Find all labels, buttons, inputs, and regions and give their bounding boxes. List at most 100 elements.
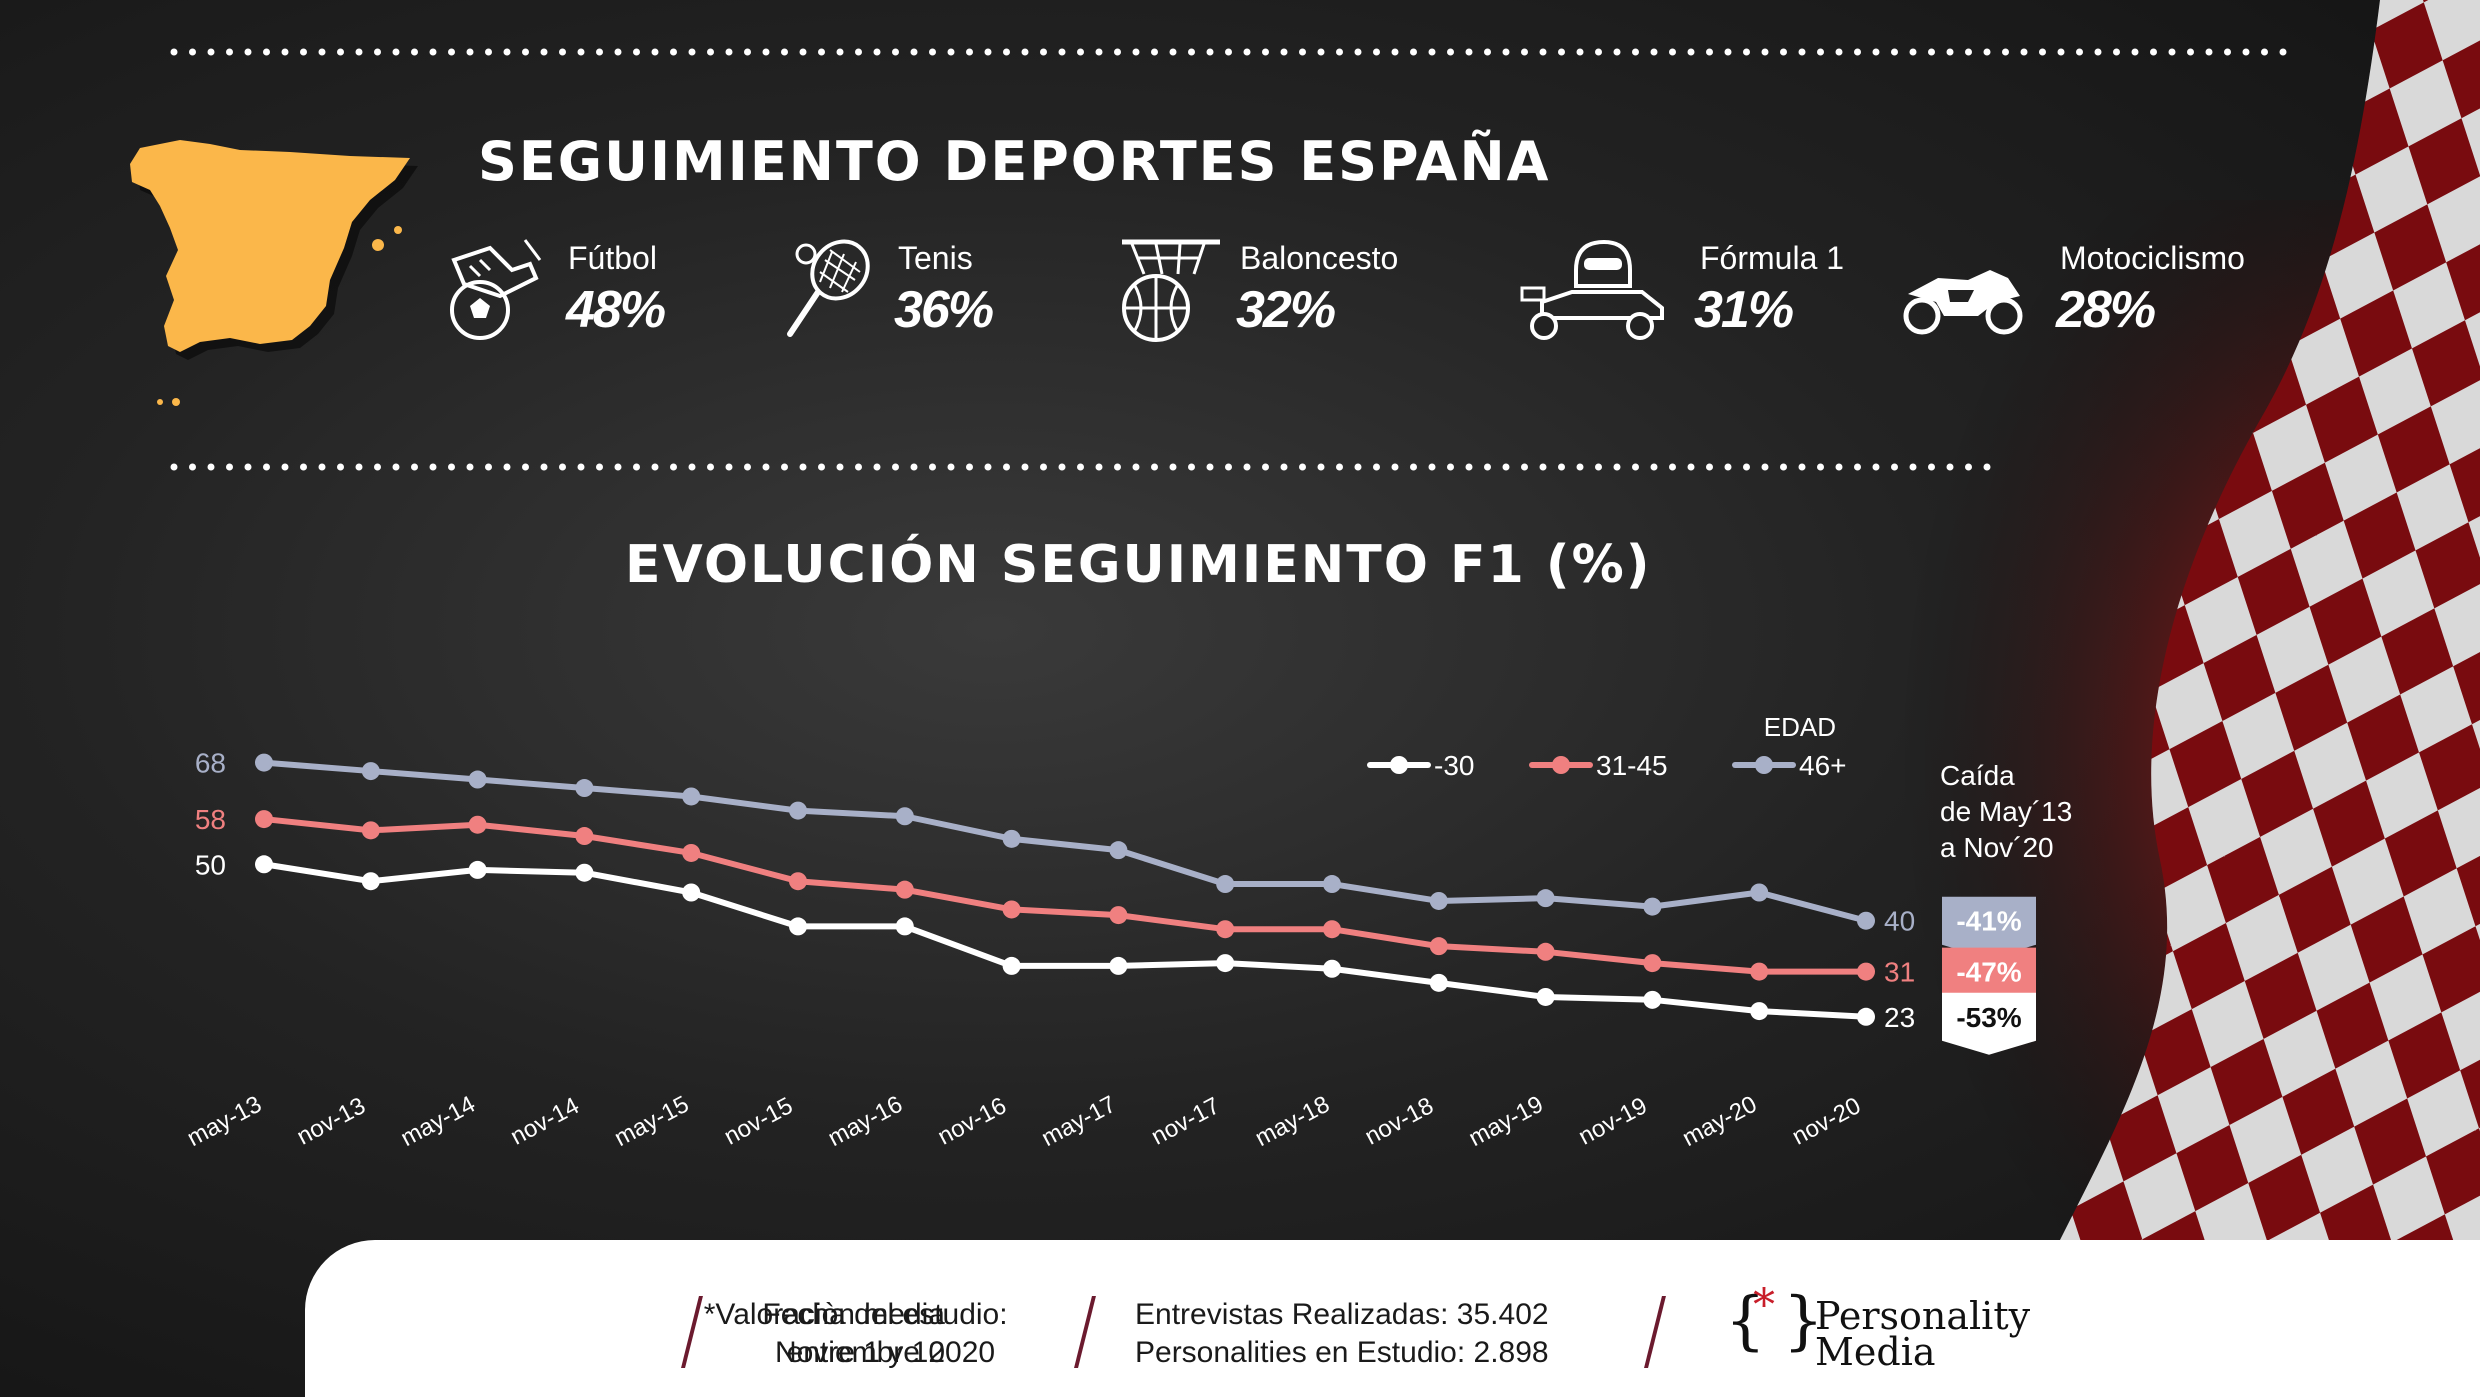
- data-point: [682, 843, 701, 862]
- footer-bar: *Valoraciòn media entre 1 y 10 Fecha del…: [305, 1240, 2480, 1397]
- footer-personalities: Personalities en Estudio: 2.898: [1135, 1336, 1549, 1369]
- logo-line2: Media: [1815, 1330, 1936, 1374]
- sport-name: Tenis: [898, 240, 973, 276]
- data-point: [1750, 1002, 1769, 1021]
- sport-percentage: 48%: [566, 281, 666, 339]
- x-tick-label: may-18: [1251, 1091, 1334, 1152]
- sport-percentage: 36%: [894, 281, 994, 339]
- sport-motociclismo: Motociclismo 28%: [1898, 230, 2278, 350]
- drop-badge-label: -47%: [1956, 957, 2021, 988]
- motorcycle-icon: [1903, 270, 2023, 335]
- sport-name: Baloncesto: [1240, 240, 1399, 276]
- x-tick-label: nov-19: [1574, 1092, 1651, 1150]
- spain-map-icon: [130, 140, 418, 406]
- sport-name: Fórmula 1: [1700, 240, 1845, 276]
- basketball-hoop-icon: [1122, 239, 1220, 342]
- logo-brace-left: {: [1725, 1284, 1766, 1358]
- x-tick-label: may-20: [1678, 1091, 1761, 1152]
- footer-date-line1: Fecha del estudio:: [762, 1298, 1008, 1331]
- x-tick-label: may-13: [183, 1091, 266, 1152]
- tennis-racket-icon: [787, 239, 870, 337]
- start-value-label: 58: [195, 804, 226, 835]
- data-point: [1002, 829, 1021, 848]
- sport-name: Motociclismo: [2060, 240, 2245, 276]
- x-tick-label: nov-16: [933, 1092, 1010, 1150]
- end-value-label: 23: [1884, 1002, 1915, 1033]
- sport-baloncesto: Baloncesto 32%: [1108, 230, 1428, 350]
- data-point: [789, 801, 807, 820]
- logo-brace-right: }: [1783, 1284, 1824, 1358]
- data-point: [1750, 962, 1769, 981]
- data-point: [361, 762, 380, 781]
- data-point: [895, 807, 914, 826]
- footer-divider: [1644, 1296, 1666, 1368]
- data-point: [1216, 875, 1235, 894]
- data-point: [1643, 954, 1662, 973]
- start-value-label: 68: [195, 748, 226, 779]
- data-point: [1323, 875, 1341, 894]
- sport-percentage: 32%: [1236, 281, 1336, 339]
- logo-star: *: [1753, 1280, 1775, 1331]
- data-point: [468, 815, 487, 834]
- x-tick-label: nov-17: [1147, 1092, 1224, 1150]
- footer-interviews: Entrevistas Realizadas: 35.402: [1135, 1298, 1549, 1331]
- x-tick-label: nov-18: [1361, 1092, 1438, 1150]
- logo-line1: Personality: [1815, 1294, 2031, 1338]
- data-point: [789, 917, 807, 936]
- data-point: [1536, 942, 1555, 961]
- sport-percentage: 31%: [1694, 281, 1794, 339]
- data-point: [1429, 973, 1448, 992]
- footer-study-stats: Entrevistas Realizadas: 35.402 Personali…: [1135, 1296, 1549, 1372]
- drop-badge: [1942, 992, 2036, 1055]
- data-point: [255, 753, 273, 772]
- x-tick-label: may-19: [1464, 1091, 1547, 1152]
- data-point: [1429, 891, 1448, 910]
- sport-formula1: Fórmula 1 31%: [1512, 230, 1872, 350]
- data-point: [361, 821, 380, 840]
- footer-note-line1: *Valoraciòn media: [703, 1298, 945, 1331]
- x-tick-label: nov-13: [293, 1092, 370, 1150]
- series-line-46+: [263, 759, 1867, 924]
- drop-badge: [1942, 896, 2036, 959]
- legend-title: EDAD: [1764, 712, 1836, 742]
- sport-percentage: 28%: [2056, 281, 2156, 339]
- legend-label: -30: [1434, 750, 1474, 781]
- data-point: [1002, 956, 1021, 975]
- data-point: [1750, 883, 1769, 902]
- logo-text: Personality Media: [1815, 1294, 2031, 1374]
- x-tick-label: may-14: [396, 1091, 479, 1152]
- end-value-label: 40: [1884, 906, 1915, 937]
- f1-car-driver-icon: [1520, 239, 1664, 340]
- x-tick-label: may-16: [824, 1091, 907, 1152]
- start-value-label: 50: [195, 849, 226, 880]
- sport-tenis: Tenis 36%: [770, 230, 1010, 350]
- data-point: [1323, 920, 1341, 939]
- x-tick-label: nov-15: [720, 1092, 797, 1150]
- page-title: SEGUIMIENTO DEPORTES ESPAÑA: [478, 130, 1551, 193]
- data-point: [1109, 841, 1128, 860]
- legend-marker: [1390, 756, 1408, 774]
- football-boot-ball-icon: [450, 239, 542, 340]
- sport-name: Fútbol: [568, 240, 657, 276]
- data-point: [255, 810, 273, 829]
- drop-caption-line: a Nov´20: [1940, 832, 2054, 863]
- legend-label: 31-45: [1596, 750, 1668, 781]
- data-point: [1857, 962, 1875, 981]
- drop-badge-label: -41%: [1956, 906, 2021, 937]
- data-point: [1536, 987, 1555, 1006]
- legend-marker: [1552, 756, 1570, 774]
- chart-title: EVOLUCIÓN SEGUIMIENTO F1 (%): [625, 535, 1652, 595]
- drop-badge-label: -53%: [1956, 1002, 2021, 1033]
- series-line--30: [263, 861, 1867, 1020]
- data-point: [1216, 920, 1235, 939]
- data-point: [1536, 889, 1555, 908]
- drop-caption-line: Caída: [1940, 760, 2015, 791]
- sport-futbol: Fútbol 48%: [440, 230, 700, 350]
- data-point: [1857, 1007, 1875, 1026]
- series-line-31-45: [263, 816, 1866, 975]
- data-point: [1429, 937, 1448, 956]
- data-point: [575, 863, 594, 882]
- x-tick-label: may-17: [1037, 1091, 1120, 1152]
- data-point: [1323, 959, 1341, 978]
